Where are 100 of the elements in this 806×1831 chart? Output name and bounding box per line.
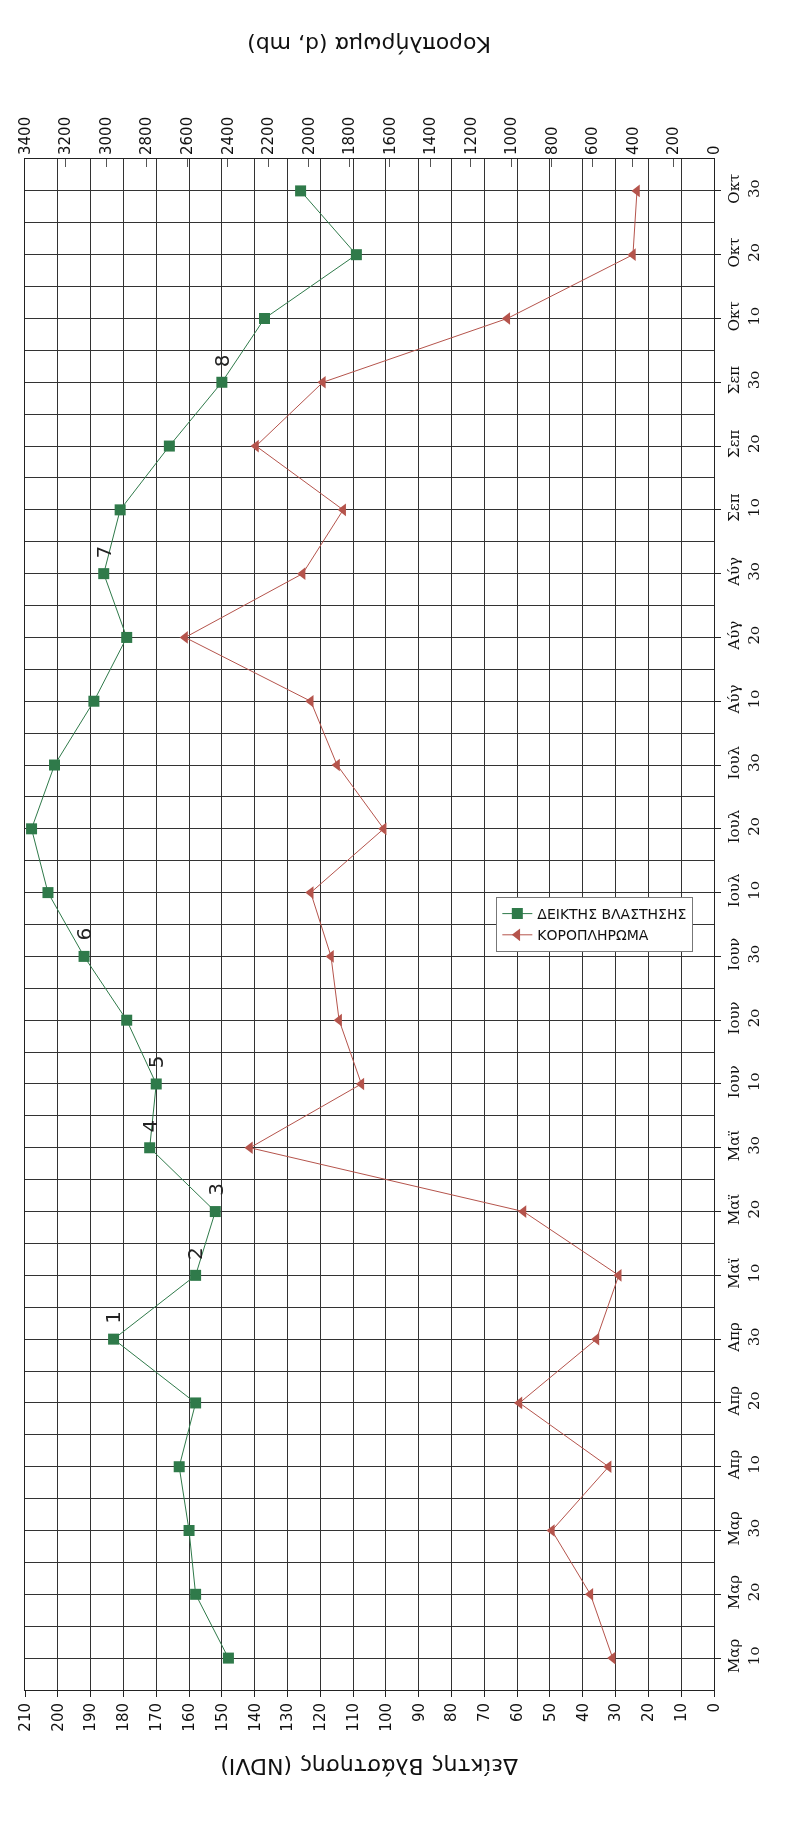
x2-axis-title: Κοροπλήρωμα (d, mb) <box>247 32 491 57</box>
annotation: 1 <box>101 1311 126 1324</box>
point <box>108 1333 120 1345</box>
y-tick-label: Απρ 2ο <box>725 1385 763 1417</box>
x-tick-label: 130 <box>278 1703 297 1732</box>
y-tick-label: Απρ 3ο <box>725 1321 763 1353</box>
x-tick-label: 210 <box>15 1703 34 1732</box>
annotation: 6 <box>71 927 96 941</box>
x2-tick-label: 3400 <box>15 116 34 155</box>
y-tick-label: Απρ 1ο <box>725 1449 763 1481</box>
point <box>209 1206 221 1218</box>
x2-tick-label: 1600 <box>380 116 399 155</box>
y-tick-label: Αύγ 3ο <box>725 556 763 587</box>
x-tick-label: 170 <box>147 1703 166 1732</box>
y-tick-label: Μαϊ 2ο <box>725 1193 763 1225</box>
x-tick-label: 80 <box>442 1703 461 1723</box>
point <box>590 1332 600 1346</box>
point <box>114 504 126 516</box>
legend-label: ΔΕΙΚΤΗΣ ΒΛΑΣΤΗΣΗΣ <box>537 906 687 923</box>
x2-tick-label: 1800 <box>340 116 359 155</box>
x-tick-label: 30 <box>606 1703 625 1723</box>
point <box>584 1587 594 1601</box>
y-tick-label: Μαρ 2ο <box>725 1574 763 1610</box>
y-tick-label: Οκτ 3ο <box>725 173 763 204</box>
point <box>49 759 61 771</box>
point <box>355 1077 365 1091</box>
x2-tick-label: 2000 <box>299 116 318 155</box>
x-tick-label: 100 <box>376 1703 395 1732</box>
x2-tick-label: 2400 <box>218 116 237 155</box>
x2-tick-label: 1200 <box>461 116 480 155</box>
point <box>173 1461 185 1473</box>
x2-tick-label: 0 <box>704 145 723 155</box>
point <box>163 440 175 452</box>
x-tick-label: 10 <box>672 1703 691 1723</box>
point <box>144 1142 156 1154</box>
point <box>295 185 307 197</box>
y-tick-label: Ιουλ 1ο <box>725 873 763 908</box>
legend-label: ΚΟΡΟΠΛΗΡΩΜΑ <box>537 927 649 944</box>
x-tick-label: 90 <box>409 1703 428 1723</box>
x2-tick-label: 1000 <box>502 116 521 155</box>
x-axis-title: Δείκτης Βλάστησης (NDVI) <box>220 1754 518 1779</box>
point <box>121 1014 133 1026</box>
point <box>501 312 511 325</box>
annotation: 3 <box>203 1183 228 1196</box>
x-tick-label: 20 <box>639 1703 658 1723</box>
y-tick-label: Σεπ 2ο <box>725 429 763 458</box>
x2-tick-label: 600 <box>583 126 602 155</box>
x-tick-label: 0 <box>704 1703 723 1713</box>
y-tick-label: Αύγ 2ο <box>725 620 763 651</box>
point <box>216 376 228 388</box>
point <box>183 1525 195 1537</box>
x2-tick-label: 1400 <box>421 116 440 155</box>
annotation: 8 <box>209 354 234 368</box>
y-tick-label: Ιουν 1ο <box>725 1065 763 1099</box>
x2-tick-label: 800 <box>542 126 561 155</box>
point <box>98 568 110 580</box>
x-tick-label: 110 <box>343 1703 362 1732</box>
x-tick-label: 140 <box>245 1703 264 1732</box>
point <box>26 823 38 835</box>
x-tick-label: 180 <box>114 1703 133 1732</box>
y-tick-label: Ιουλ 3ο <box>725 745 763 780</box>
x-tick-label: 70 <box>475 1703 494 1723</box>
x2-tick-label: 2200 <box>259 116 278 155</box>
annotation: 7 <box>92 545 117 559</box>
x-tick-label: 120 <box>311 1703 330 1732</box>
x2-tick-label: 3000 <box>96 116 115 155</box>
y-tick-label: Ιουν 3ο <box>725 937 763 971</box>
x-tick-label: 50 <box>540 1703 559 1723</box>
point <box>150 1078 162 1090</box>
point <box>222 1652 234 1664</box>
y-tick-label: Μαϊ 1ο <box>725 1257 763 1289</box>
annotation: 2 <box>183 1247 208 1260</box>
y-tick-label: Σεπ 3ο <box>725 365 763 395</box>
x2-tick-label: 400 <box>623 126 642 155</box>
point <box>190 1588 202 1600</box>
point <box>190 1397 202 1409</box>
x2-tick-label: 200 <box>664 126 683 155</box>
x-tick-label: 160 <box>179 1703 198 1732</box>
annotation: 5 <box>144 1055 169 1069</box>
y-tick-label: Μαρ 3ο <box>725 1510 763 1546</box>
y-tick-label: Μαϊ 3ο <box>725 1129 763 1162</box>
point <box>350 249 362 261</box>
y-tick-label: Οκτ 1ο <box>725 301 763 332</box>
x-tick-label: 40 <box>573 1703 592 1723</box>
point <box>88 695 100 707</box>
point <box>190 1269 202 1281</box>
x2-tick-label: 3200 <box>56 116 75 155</box>
x2-tick-label: 2600 <box>177 116 196 155</box>
x-tick-label: 150 <box>212 1703 231 1732</box>
x-tick-label: 60 <box>508 1703 527 1723</box>
x2-tick-label: 2800 <box>137 116 156 155</box>
y-tick-label: Ιουν 2ο <box>725 1001 763 1035</box>
y-tick-label: Μαρ 1ο <box>725 1638 763 1674</box>
x-tick-label: 190 <box>81 1703 100 1732</box>
point <box>259 312 271 324</box>
y-tick-label: Ιουλ 2ο <box>725 809 763 844</box>
y-tick-label: Οκτ 2ο <box>725 237 763 268</box>
y-tick-label: Σεπ 1ο <box>725 493 763 522</box>
point <box>78 950 90 962</box>
x-tick-label: 200 <box>48 1703 67 1732</box>
